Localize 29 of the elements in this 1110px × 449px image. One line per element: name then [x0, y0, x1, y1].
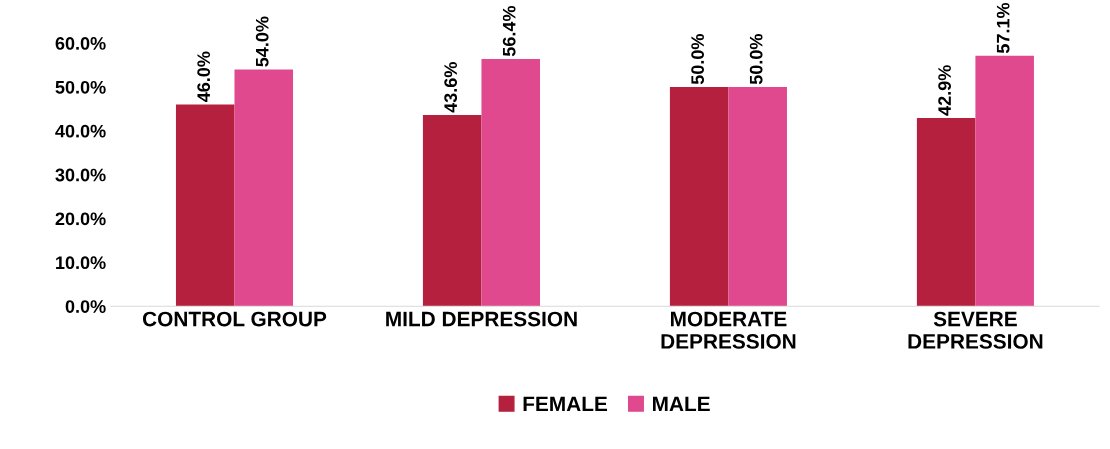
data-label: 50.0%: [749, 34, 763, 85]
y-tick-label: 0.0%: [65, 300, 106, 313]
bar: [916, 118, 976, 307]
data-label: 42.9%: [938, 65, 951, 116]
bar: [234, 69, 294, 307]
bar: [481, 58, 540, 307]
data-label: 57.1%: [996, 2, 1010, 54]
x-tick-label: SEVERE DEPRESSION: [908, 311, 1043, 349]
x-tick-label: MILD DEPRESSION: [386, 311, 577, 327]
data-label: 50.0%: [691, 34, 705, 85]
bar: [175, 104, 235, 307]
bar: [975, 55, 1034, 307]
y-tick-label: 40.0%: [55, 124, 106, 138]
legend-label: MALE: [652, 396, 710, 412]
data-label: 54.0%: [255, 16, 269, 67]
y-tick-label: 30.0%: [55, 168, 106, 182]
bar: [728, 86, 787, 307]
x-tick-label: MODERATE DEPRESSION: [661, 311, 796, 349]
y-tick-label: 50.0%: [55, 80, 106, 94]
x-tick-label: CONTROL GROUP: [142, 311, 327, 327]
data-label: 46.0%: [197, 51, 211, 103]
y-tick-label: 20.0%: [55, 212, 106, 226]
data-label: 43.6%: [444, 62, 458, 113]
bar: [422, 115, 482, 307]
y-tick-label: 10.0%: [56, 256, 106, 270]
bar: [669, 86, 729, 307]
legend-label: FEMALE: [523, 396, 608, 412]
data-label: 56.4%: [502, 5, 516, 57]
y-tick-label: 60.0%: [55, 37, 106, 50]
